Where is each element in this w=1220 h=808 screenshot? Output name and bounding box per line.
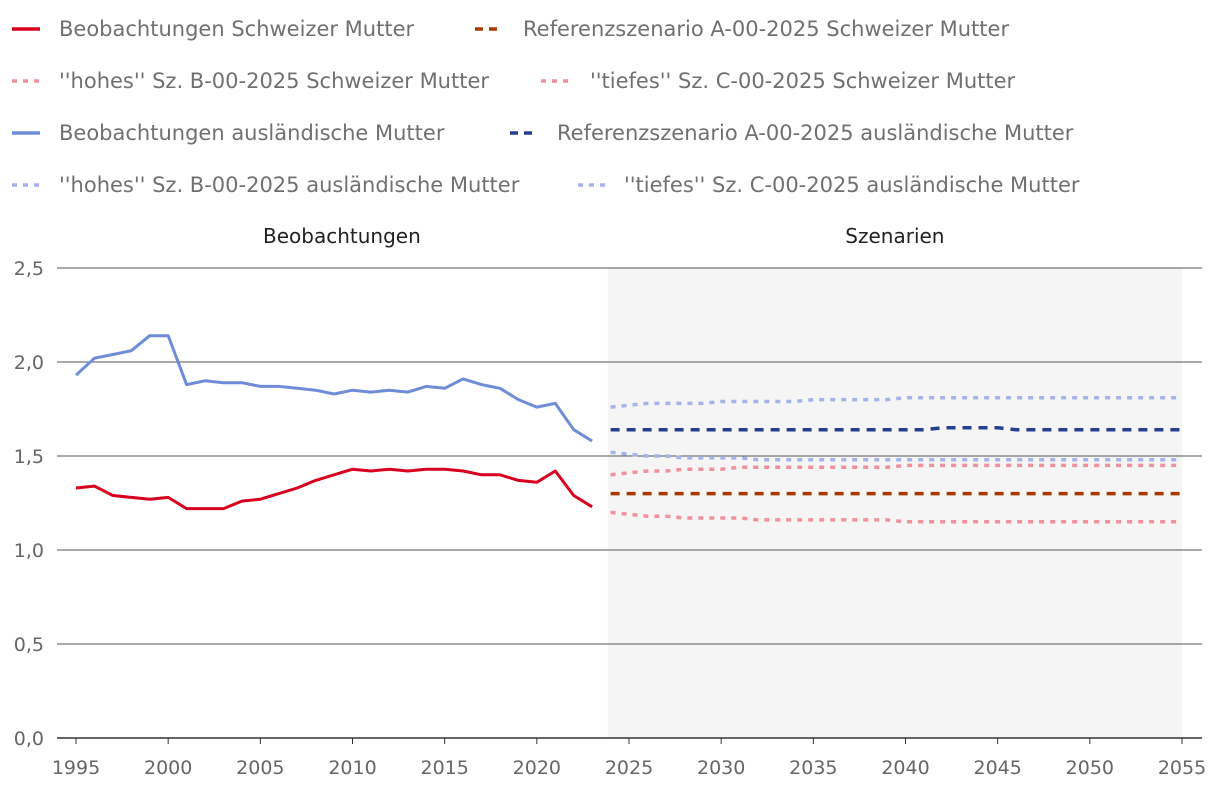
legend-label: ''tiefes'' Sz. C-00-2025 Schweizer Mutte… xyxy=(590,69,1016,93)
legend-label: Referenzszenario A-00-2025 Schweizer Mut… xyxy=(523,17,1009,41)
y-tick-label: 1,0 xyxy=(14,540,44,562)
series-line-2 xyxy=(610,463,1182,477)
x-tick-label: 2035 xyxy=(789,757,837,779)
y-tick-label: 0,0 xyxy=(14,728,44,750)
series-line-6 xyxy=(610,395,1182,409)
legend-item[interactable]: Referenzszenario A-00-2025 ausländische … xyxy=(510,121,1074,145)
x-tick-label: 2010 xyxy=(328,757,376,779)
y-tick-label: 2,5 xyxy=(14,258,44,280)
section-label: Beobachtungen xyxy=(263,224,421,248)
x-tick-label: 2025 xyxy=(605,757,653,779)
y-tick-label: 2,0 xyxy=(14,352,44,374)
y-tick-label: 1,5 xyxy=(14,446,44,468)
x-tick-label: 2045 xyxy=(973,757,1021,779)
series-line-4 xyxy=(74,334,593,443)
legend-item[interactable]: ''tiefes'' Sz. C-00-2025 Schweizer Mutte… xyxy=(541,69,1016,93)
x-tick-label: 2040 xyxy=(881,757,929,779)
x-tick-label: 2050 xyxy=(1066,757,1114,779)
legend-item[interactable]: ''hohes'' Sz. B-00-2025 Schweizer Mutter xyxy=(12,69,489,93)
series-line-3 xyxy=(610,510,1182,524)
legend-item[interactable]: ''hohes'' Sz. B-00-2025 ausländische Mut… xyxy=(12,173,520,197)
x-tick-label: 2000 xyxy=(144,757,192,779)
legend-label: Referenzszenario A-00-2025 ausländische … xyxy=(557,121,1074,145)
y-tick-label: 0,5 xyxy=(14,634,44,656)
x-tick-label: 1995 xyxy=(52,757,100,779)
legend-item[interactable]: Referenzszenario A-00-2025 Schweizer Mut… xyxy=(475,17,1009,41)
legend-label: ''hohes'' Sz. B-00-2025 Schweizer Mutter xyxy=(59,69,489,93)
x-tick-label: 2030 xyxy=(697,757,745,779)
legend: Beobachtungen Schweizer Mutter Referenzsz… xyxy=(12,17,1080,197)
legend-label: Beobachtungen ausländische Mutter xyxy=(59,121,445,145)
scenario-shaded-area xyxy=(607,268,1182,738)
legend-label: ''hohes'' Sz. B-00-2025 ausländische Mut… xyxy=(59,173,520,197)
x-tick-label: 2020 xyxy=(513,757,561,779)
legend-item[interactable]: Beobachtungen ausländische Mutter xyxy=(12,121,445,145)
section-label: Szenarien xyxy=(845,224,944,248)
x-tick-label: 2055 xyxy=(1158,757,1206,779)
legend-label: ''tiefes'' Sz. C-00-2025 ausländische Mu… xyxy=(624,173,1080,197)
legend-item[interactable]: Beobachtungen Schweizer Mutter xyxy=(12,17,415,41)
series-line-0 xyxy=(75,467,593,511)
series-line-7 xyxy=(610,450,1182,462)
x-tick-label: 2015 xyxy=(420,757,468,779)
legend-item[interactable]: ''tiefes'' Sz. C-00-2025 ausländische Mu… xyxy=(578,173,1080,197)
legend-label: Beobachtungen Schweizer Mutter xyxy=(59,17,415,41)
x-tick-label: 2005 xyxy=(236,757,284,779)
